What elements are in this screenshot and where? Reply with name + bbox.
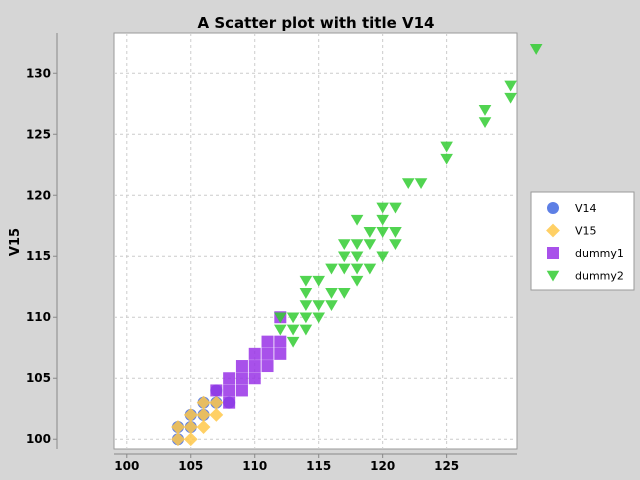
dummy2-point <box>389 202 402 214</box>
dummy2-point <box>529 44 543 55</box>
V15-point <box>196 407 211 422</box>
V15-point <box>196 420 211 434</box>
dummy2-point <box>337 263 351 275</box>
y-tick-label: 125 <box>26 127 51 141</box>
legend-swatch-dummy2 <box>546 270 560 282</box>
y-tick-label: 130 <box>26 66 51 80</box>
V15-point <box>183 432 198 447</box>
chart-title: A Scatter plot with title V14 <box>198 14 435 32</box>
dummy1-point <box>248 360 261 373</box>
dummy2-point <box>274 324 287 336</box>
dummy2-point <box>363 227 377 238</box>
dummy2-point <box>401 178 415 190</box>
dummy2-point <box>389 227 402 238</box>
dummy2-point <box>350 239 364 251</box>
legend-swatch-V14 <box>547 202 559 214</box>
x-tick-label: 125 <box>434 459 459 473</box>
dummy2-point <box>299 312 313 324</box>
plot-area <box>113 32 518 450</box>
y-tick-label: 105 <box>26 371 51 385</box>
dummy1-point <box>261 347 274 360</box>
dummy1-point <box>223 396 236 409</box>
dummy2-point <box>350 214 364 226</box>
dummy2-point <box>350 263 364 275</box>
dummy2-point <box>376 214 389 226</box>
dummy2-point <box>376 202 389 214</box>
y-axis-label: V15 <box>8 228 23 256</box>
dummy2-point <box>312 275 325 287</box>
dummy2-point <box>274 312 287 324</box>
y-tick-label: 120 <box>26 188 51 202</box>
dummy1-point <box>223 372 236 385</box>
y-tick-label: 115 <box>26 249 51 263</box>
V15-point <box>171 432 185 447</box>
x-tick-label: 100 <box>114 459 139 473</box>
dummy2-point <box>312 312 325 324</box>
dummy2-point <box>478 105 492 116</box>
dummy2-point <box>299 300 313 312</box>
V15-point <box>183 420 198 434</box>
dummy2-point <box>337 288 351 299</box>
y-tick-label: 110 <box>26 310 51 324</box>
x-tick-label: 105 <box>178 459 203 473</box>
data-points <box>171 44 543 447</box>
dummy2-point <box>325 263 338 275</box>
dummy2-point <box>299 288 313 299</box>
dummy2-point <box>376 227 389 238</box>
legend-label-dummy1: dummy1 <box>575 247 624 260</box>
dummy2-point <box>325 300 338 312</box>
dummy2-point <box>389 239 402 251</box>
x-tick-label: 110 <box>242 459 267 473</box>
dummy2-point <box>299 324 313 336</box>
dummy1-point <box>248 347 261 360</box>
dummy2-point <box>337 239 351 251</box>
dummy2-point <box>504 92 517 104</box>
V15-point <box>209 407 224 422</box>
dummy2-point <box>337 251 351 263</box>
dummy2-point <box>325 288 338 299</box>
dummy2-point <box>350 251 364 263</box>
dummy2-point <box>350 275 364 287</box>
legend-label-V15: V15 <box>575 225 597 238</box>
y-tick-label: 100 <box>26 432 51 446</box>
dummy2-point <box>440 141 453 153</box>
dummy2-point <box>440 153 453 165</box>
dummy1-point <box>261 335 274 348</box>
dummy2-point <box>299 275 313 287</box>
legend-swatch-dummy1 <box>547 247 559 259</box>
dummy2-point <box>504 80 517 92</box>
dummy2-point <box>363 263 377 275</box>
legend-label-dummy2: dummy2 <box>575 270 624 283</box>
legend-label-V14: V14 <box>575 202 597 215</box>
dummy1-point <box>210 384 223 397</box>
dummy1-point <box>248 372 261 385</box>
x-tick-label: 115 <box>306 459 331 473</box>
dummy2-point <box>414 178 428 190</box>
dummy1-point <box>235 384 248 397</box>
dummy2-point <box>376 251 389 263</box>
x-tick-label: 120 <box>370 459 395 473</box>
V15-point <box>196 395 211 410</box>
dummy2-point <box>286 336 300 348</box>
legend-swatch-V15 <box>546 223 560 238</box>
dummy1-point <box>235 360 248 373</box>
dummy1-point <box>223 384 236 397</box>
dummy1-point <box>274 347 287 360</box>
V15-point <box>209 395 224 410</box>
dummy2-point <box>363 239 377 251</box>
legend: V14 V15 dummy1 dummy2 <box>546 202 624 283</box>
dummy1-point <box>274 335 287 348</box>
dummy1-point <box>261 360 274 373</box>
dummy1-point <box>235 372 248 385</box>
dummy2-point <box>478 117 492 129</box>
dummy2-point <box>286 312 300 324</box>
axis-ticks: 100 105 110 115 120 125 100 105 110 115 120 125 130 <box>26 66 459 473</box>
dummy2-point <box>312 300 325 312</box>
V15-point <box>171 420 185 434</box>
dummy2-point <box>286 324 300 336</box>
V15-point <box>183 407 198 422</box>
